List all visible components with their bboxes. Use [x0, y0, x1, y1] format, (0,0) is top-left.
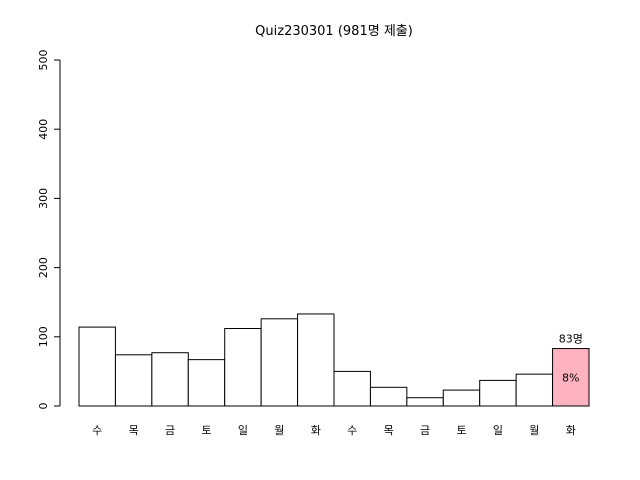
x-category-label: 수 [92, 424, 102, 437]
x-category-label: 일 [493, 423, 503, 437]
x-category-label: 금 [420, 424, 430, 437]
x-category-label: 목 [129, 424, 139, 437]
chart-title: Quiz230301 (981명 제출) [255, 24, 413, 39]
y-tick-label: 400 [37, 119, 50, 140]
bar [333, 370, 371, 407]
y-tick-label: 0 [37, 403, 50, 410]
x-category-label: 토 [456, 424, 466, 437]
x-category-label: 금 [165, 424, 175, 437]
bar [479, 379, 517, 407]
bar-count-label: 83명 [559, 333, 583, 346]
bar [442, 389, 481, 407]
bar [151, 352, 189, 407]
x-category-label: 목 [384, 424, 394, 437]
bar [369, 386, 408, 407]
x-category-label: 화 [311, 424, 321, 437]
bar [187, 359, 226, 407]
y-axis: 0 100 200 300 400 500 [37, 50, 61, 410]
bar-percent-label: 8% [562, 371, 579, 384]
x-category-label: 수 [347, 424, 357, 437]
bars-group [78, 313, 590, 407]
bar [224, 327, 262, 407]
y-tick-label: 100 [37, 326, 50, 347]
x-category-label: 월 [274, 424, 284, 437]
bar [406, 397, 444, 407]
y-tick-label: 500 [37, 50, 50, 71]
bar [260, 318, 299, 407]
bar [114, 354, 153, 407]
bar [297, 313, 335, 407]
x-category-label: 일 [238, 423, 248, 437]
bar [515, 373, 554, 407]
x-category-label: 화 [566, 424, 576, 437]
bar [78, 326, 116, 407]
bar [552, 348, 590, 407]
y-tick-label: 200 [37, 257, 50, 278]
x-category-label: 월 [529, 424, 539, 437]
annotations: 83명 8% [559, 333, 583, 385]
y-tick-label: 300 [37, 188, 50, 209]
x-category-label: 토 [201, 424, 211, 437]
